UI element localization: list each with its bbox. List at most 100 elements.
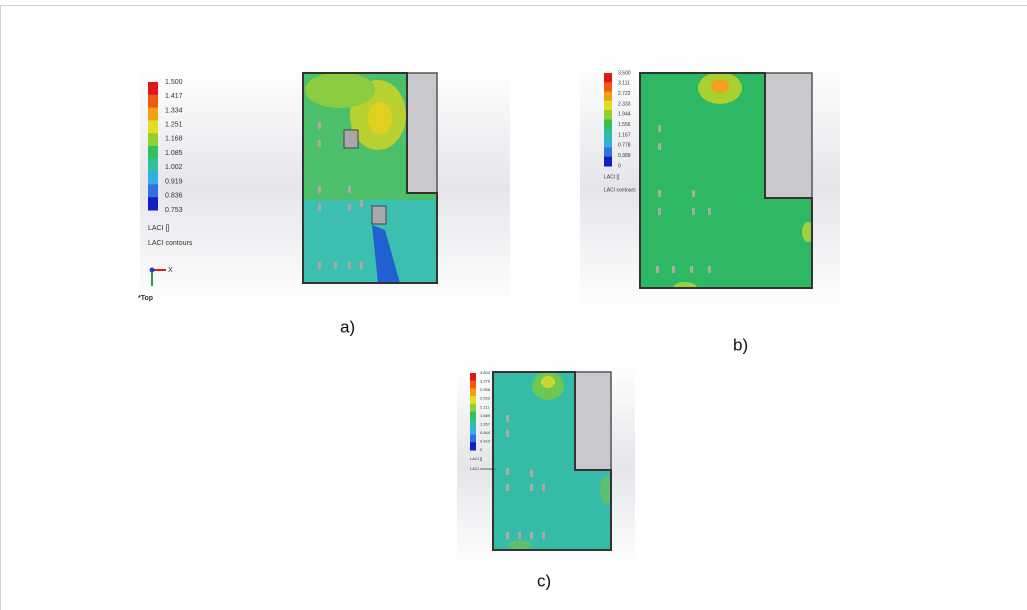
colorbar-segment <box>148 107 158 121</box>
view-label: *Top <box>138 295 153 302</box>
panel-label: b) <box>733 335 748 354</box>
colorbar-segment <box>148 120 158 134</box>
desk <box>506 468 509 475</box>
contour-plot <box>303 73 437 283</box>
desk <box>318 140 321 147</box>
colorbar-segment <box>470 403 476 412</box>
desk <box>506 532 509 539</box>
desk <box>348 204 351 211</box>
legend-quantity: LACI [] <box>470 456 482 461</box>
colorbar-segment <box>604 82 612 93</box>
colorbar-segment <box>470 442 476 451</box>
desk <box>690 266 693 273</box>
legend-value: 0 <box>480 447 483 452</box>
desk <box>658 143 661 150</box>
legend-value: 2.722 <box>618 91 631 97</box>
colorbar-segment <box>148 133 158 147</box>
desk <box>658 208 661 215</box>
colorbar-segment <box>470 411 476 420</box>
column <box>343 129 359 149</box>
contour-region <box>372 225 400 283</box>
legend-value: 0.844 <box>480 430 491 435</box>
colorbar-segment <box>148 146 158 160</box>
desk <box>672 266 675 273</box>
panel-label: a) <box>340 317 355 336</box>
legend-value: 1.168 <box>165 136 183 143</box>
desk <box>506 484 509 491</box>
axis-label: X <box>168 267 173 274</box>
legend-value: 1.689 <box>480 413 491 418</box>
colorbar-segment <box>470 396 476 405</box>
desk <box>360 262 363 269</box>
legend-value: 0.836 <box>165 193 183 200</box>
panel-label: c) <box>537 571 551 590</box>
colorbar-segment <box>604 100 612 111</box>
desk <box>318 204 321 211</box>
colorbar-segment <box>148 158 158 173</box>
plan-outline <box>492 371 612 551</box>
legend-value: 2.333 <box>618 101 631 107</box>
legend-value: 1.267 <box>480 421 491 426</box>
colorbar-segment <box>148 197 158 211</box>
colorbar-segment <box>148 184 158 198</box>
legend-value: 0 <box>618 163 621 169</box>
legend-value: 1.417 <box>165 93 183 100</box>
legend-value: 1.334 <box>165 107 183 114</box>
desk <box>518 532 521 539</box>
desk <box>708 266 711 273</box>
legend-value: 0.389 <box>618 153 631 159</box>
legend-quantity: LACI [] <box>148 225 169 232</box>
legend-quantity: LACI [] <box>604 174 620 180</box>
column <box>371 205 387 225</box>
frame <box>0 5 1027 610</box>
desk <box>692 208 695 215</box>
colorbar-segment <box>604 147 612 158</box>
desk <box>348 186 351 193</box>
contour-region <box>541 376 555 388</box>
colorbar-segment <box>604 110 612 120</box>
contour-region <box>368 102 392 134</box>
desk <box>506 415 509 422</box>
desk <box>334 262 337 269</box>
colorbar-segment <box>604 138 612 148</box>
contour-region <box>600 476 611 504</box>
colorbar-segment <box>470 426 476 436</box>
contour-region <box>711 79 729 93</box>
legend-value: 3.111 <box>618 81 630 87</box>
plan-outline <box>302 72 438 284</box>
colorbar-segment <box>604 73 612 83</box>
colorbar-segment <box>148 82 158 96</box>
legend-value: 3.378 <box>480 379 491 384</box>
desk <box>530 470 533 477</box>
legend-caption: LACI contours <box>148 240 193 247</box>
desk <box>318 122 321 129</box>
legend-value: 2.111 <box>480 404 490 409</box>
notch <box>574 371 612 471</box>
contour-region <box>305 73 375 108</box>
contour-region <box>508 540 532 550</box>
legend-value: 1.002 <box>165 164 183 171</box>
contour-region <box>673 282 697 288</box>
desk <box>318 186 321 193</box>
desk <box>708 208 711 215</box>
desk <box>530 532 533 539</box>
desk <box>360 200 363 207</box>
colorbar-segment <box>604 156 612 167</box>
notch <box>406 72 438 194</box>
colorbar-segment <box>470 419 476 428</box>
desk <box>348 262 351 269</box>
colorbar-segment <box>604 119 612 130</box>
legend-value: 1.556 <box>618 122 631 128</box>
colorbar-segment <box>604 91 612 102</box>
legend-value: 1.500 <box>165 79 183 86</box>
legend-value: 0.753 <box>165 207 183 214</box>
legend-value: 1.944 <box>618 112 631 118</box>
legend-value: 1.085 <box>165 150 183 157</box>
notch <box>764 72 813 199</box>
desk <box>656 266 659 273</box>
colorbar-segment <box>148 94 158 109</box>
legend-value: 3.800 <box>480 370 491 375</box>
legend-value: 3.500 <box>618 70 631 76</box>
colorbar-segment <box>470 434 476 443</box>
